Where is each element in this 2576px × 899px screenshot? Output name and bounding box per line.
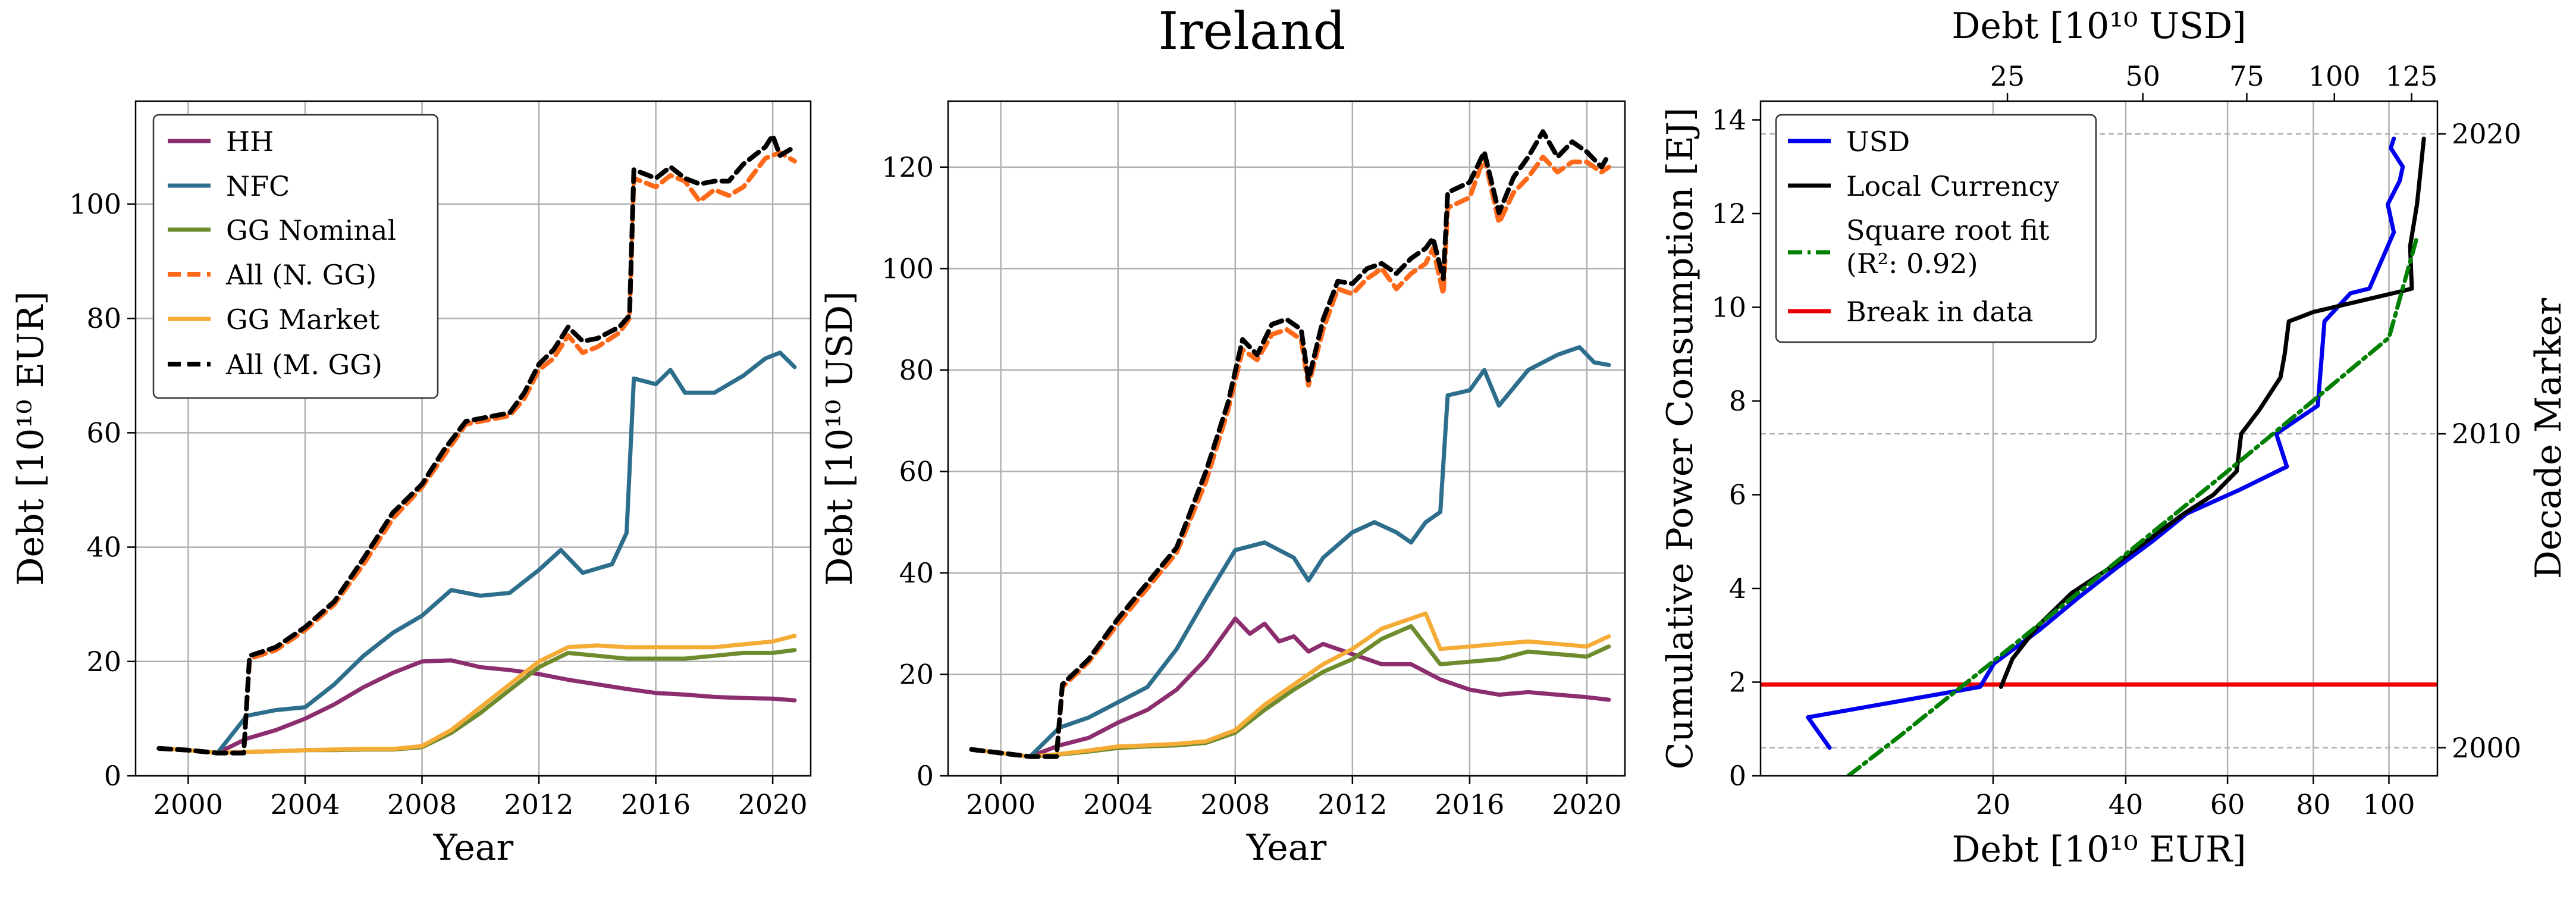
series-gg-market [156,634,797,756]
panel3-ylabel: Cumulative Power Consumption [EJ] [1659,108,1701,770]
series-nfc [969,345,1611,759]
legend-label-usd: USD [1846,126,1910,158]
tick-label-y-0: 0 [917,760,934,792]
series-hh [156,658,797,756]
series-all-m-gg [969,129,1611,759]
tick-label-y-60: 60 [899,455,934,487]
panel3-series [1761,136,2437,776]
tick-label-x-2000: 2000 [153,788,223,820]
decade-label-2000: 2000 [2452,732,2521,764]
panel3-frame [1759,100,2439,777]
panel2-ticks: 2000 2004 2008 2012 2016 2020 0 20 40 60 80 100 120 [881,151,1621,820]
panel2-frame [947,100,1626,777]
tick-label-x-40: 40 [2109,788,2144,820]
decade-label-2020: 2020 [2452,118,2521,150]
series-all-m-gg [156,133,797,756]
figure-title: Ireland [1158,2,1345,61]
panel-eur-debt: 2000 2004 2008 2012 2016 2020 0 20 40 60 80 100 Yea… [10,100,812,869]
panel1-series [156,133,797,756]
tick-label-y-40: 40 [899,557,934,589]
tick-label-y-0: 0 [1729,760,1746,792]
decade-label-2010: 2010 [2452,418,2521,450]
series-nfc [156,350,797,756]
tick-label-y-0: 0 [104,760,121,792]
tick-label-x-2012: 2012 [1317,788,1387,820]
tick-label-y-100: 100 [69,188,121,220]
panel3-xlabel: Debt [10¹⁰ EUR] [1951,829,2246,870]
panel-usd-debt: 2000 2004 2008 2012 2016 2020020406080100120 … [819,100,1626,869]
panel1-legend: HH NFC GG Nominal All (N. GG) GG Market … [152,114,439,399]
panel2-grid [948,101,1625,777]
tick-label-top-x-50: 50 [2125,60,2160,92]
tick-label-x-2016: 2016 [621,788,691,820]
panel3-ticks: 20 40 60 80 100 25 50 75 100 125 0 2 4 6 8 10 12 14 2000 20… [1711,60,2521,820]
panel-power-vs-debt: 20 40 60 80 100 25 50 75 100 125 0 2 4 6 8 10 12 14 2000 20… [1659,5,2569,870]
tick-label-y-10: 10 [1711,292,1746,324]
series-hh [969,616,1611,759]
tick-label-x-100: 100 [2363,788,2415,820]
tick-label-x-2004: 2004 [270,788,340,820]
tick-label-x-2016: 2016 [1435,788,1504,820]
panel1-frame [134,100,812,777]
legend-label-gg-market: GG Market [226,303,380,336]
panel3-top-xlabel: Debt [10¹⁰ USD] [1951,5,2246,47]
tick-label-x-2008: 2008 [1200,788,1270,820]
tick-label-y-2: 2 [1729,666,1746,698]
series-square-root-fit [1846,234,2420,776]
tick-label-x-2004: 2004 [1083,788,1153,820]
panel2-series [969,129,1611,759]
legend-frame [1775,114,2097,343]
legend-label-r2: (R²: 0.92) [1846,248,1978,280]
legend-label-all-m-gg: All (M. GG) [225,349,382,381]
tick-label-y-20: 20 [899,658,934,690]
legend-label-all-n-gg: All (N. GG) [225,259,376,291]
panel3-legend: USD Local Currency Square root fit (R²: … [1775,114,2097,343]
panel2-ylabel: Debt [10¹⁰ USD] [819,291,861,585]
tick-label-x-20: 20 [1976,788,2011,820]
tick-label-y-120: 120 [881,151,934,183]
legend-label-break: Break in data [1846,296,2034,328]
tick-label-x-2008: 2008 [387,788,457,820]
tick-label-y-100: 100 [881,252,934,284]
tick-label-x-60: 60 [2210,788,2245,820]
legend-label-sqrt-fit: Square root fit [1846,214,2050,246]
tick-label-top-x-75: 75 [2229,60,2264,92]
tick-label-top-x-25: 25 [1990,60,2025,92]
tick-label-y-40: 40 [86,531,121,563]
series-gg-market [969,611,1611,759]
panel2-xlabel: Year [1246,827,1327,869]
legend-frame [152,114,439,399]
tick-label-x-2012: 2012 [504,788,574,820]
series-usd [1806,136,2405,750]
tick-label-y-6: 6 [1729,479,1746,511]
legend-label-nfc: NFC [226,170,290,202]
tick-label-y-80: 80 [86,302,121,334]
series-all-n-gg [969,154,1611,759]
tick-label-y-12: 12 [1711,198,1746,230]
legend-label-hh: HH [226,126,274,158]
legend-label-local-currency: Local Currency [1846,170,2059,202]
legend-label-gg-nominal: GG Nominal [226,214,396,246]
panel1-ylabel: Debt [10¹⁰ EUR] [10,291,52,585]
tick-label-x-2020: 2020 [738,788,808,820]
tick-label-x-2020: 2020 [1552,788,1621,820]
tick-label-top-x-100: 100 [2308,60,2361,92]
tick-label-y-8: 8 [1729,385,1746,417]
tick-label-top-x-125: 125 [2386,60,2438,92]
tick-label-y-20: 20 [86,646,121,678]
tick-label-x-2000: 2000 [966,788,1036,820]
tick-label-y-4: 4 [1729,572,1746,604]
tick-label-y-14: 14 [1711,104,1746,136]
panel1-ticks: 2000 2004 2008 2012 2016 2020 0 20 40 60 80 100 [69,188,807,820]
tick-label-y-80: 80 [899,354,934,386]
panel3-right-ylabel: Decade Marker [2528,297,2569,579]
panel1-xlabel: Year [433,827,514,869]
tick-label-y-60: 60 [86,416,121,449]
tick-label-x-80: 80 [2296,788,2331,820]
